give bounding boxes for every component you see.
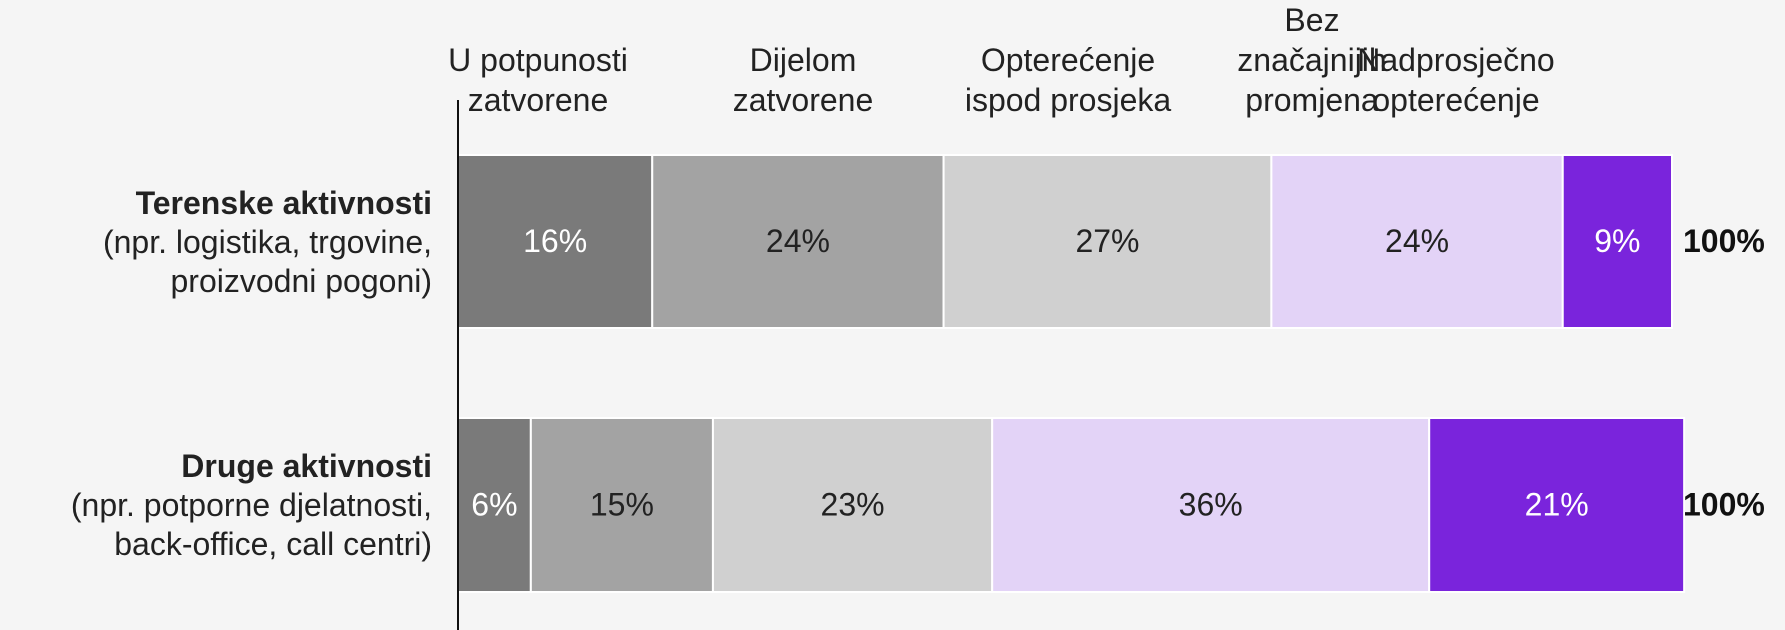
value-label: 16% [523, 223, 587, 259]
bar-segment [1561, 154, 1673, 329]
value-label: 23% [821, 486, 885, 522]
legend-label: Opterećenje ispod prosjeka [964, 42, 1172, 118]
value-label: 36% [1179, 486, 1243, 522]
category-label: Terenske aktivnosti (npr. logistika, trgo… [7, 184, 432, 301]
value-label: 15% [590, 486, 654, 522]
value-label: 24% [1385, 223, 1449, 259]
category-title: Druge aktivnosti [181, 448, 432, 484]
bar-segment [711, 417, 994, 593]
bar-segment [1270, 154, 1564, 329]
category-title: Terenske aktivnosti [135, 184, 432, 221]
value-label: 21% [1525, 486, 1589, 522]
value-label: 6% [471, 486, 517, 522]
bar-segment [651, 154, 945, 329]
bar-segment [942, 154, 1273, 329]
bar-segment [991, 417, 1431, 593]
value-label: 27% [1075, 223, 1139, 259]
bar-segment [1428, 417, 1686, 593]
value-label: 9% [1594, 223, 1640, 259]
legend-label: U potpunosti zatvorene [448, 42, 628, 118]
bar-segment [457, 154, 654, 329]
total-label: 100% [1683, 486, 1765, 522]
category-note: (npr. logistika, trgovine, proizvodni po… [102, 223, 432, 299]
legend-label: Nadprosječno opterećenje [1357, 42, 1555, 118]
bar-segment [457, 417, 532, 593]
legend-label: Bez značajnijih promjena [1237, 2, 1387, 118]
category-note: (npr. potporne djelatnosti, back-office,… [70, 487, 432, 562]
value-label: 24% [766, 223, 830, 259]
total-label: 100% [1683, 223, 1765, 259]
category-label: Druge aktivnosti (npr. potporne djelatnos… [7, 447, 432, 564]
legend-label: Dijelom zatvorene [732, 42, 874, 118]
